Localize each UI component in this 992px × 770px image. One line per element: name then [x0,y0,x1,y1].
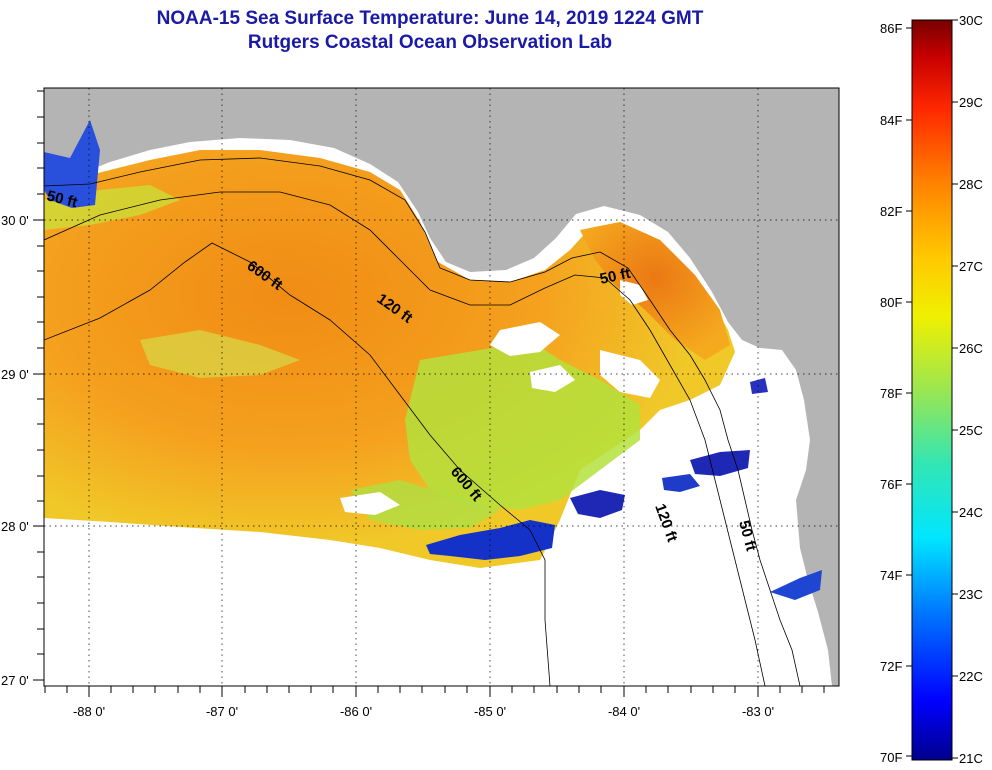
colorbar-c-label: 26C [959,341,983,356]
lon-label: -84 0' [608,704,640,719]
colorbar-f-label: 76F [880,477,902,492]
colorbar-f-label: 78F [880,386,902,401]
colorbar-f-label: 80F [880,295,902,310]
colorbar-c-label: 30C [959,13,983,28]
lon-label: -83 0' [742,704,774,719]
colorbar-ticks-c [952,19,958,759]
colorbar-ticks-f [906,27,912,757]
sst-cool-band [350,480,500,530]
cloud-gap [620,280,648,305]
lat-label: 28 0' [1,519,29,534]
colorbar-c-label: 22C [959,669,983,684]
cloud-gap [490,322,560,356]
lon-label: -86 0' [340,704,372,719]
sst-cold-patch [690,450,750,476]
colorbar-c-label: 21C [959,751,983,766]
contour-label: 50 ft [45,187,79,211]
contour-50ft-east [599,251,801,686]
sst-cold-patch [44,120,100,208]
graticule [44,88,839,686]
lat-label: 29 0' [1,367,29,382]
cloud-gap [530,365,575,392]
sst-cold-patch [662,474,700,492]
colorbar-c-label: 29C [959,95,983,110]
lat-label: 27 0' [1,673,29,688]
lat-label: 30 0' [1,213,29,228]
map-subtitle: Rutgers Coastal Ocean Observation Lab [247,32,613,53]
sst-cool-band [405,340,640,510]
colorbar-c-label: 25C [959,423,983,438]
sst-cold-patch [770,570,822,600]
cloud-gap [600,350,660,398]
contour-120ft [44,191,766,686]
axis-ticks [33,90,825,697]
contour-50ft-west [44,157,601,283]
sst-cool-band [140,330,300,378]
sst-cold-patch [750,378,768,394]
colorbar-f-label: 84F [880,113,902,128]
lon-label: -87 0' [206,704,238,719]
colorbar-f-label: 74F [880,568,902,583]
contour-600ft [44,242,551,686]
colorbar-c-label: 28C [959,177,983,192]
sst-cold-patch [426,520,555,560]
contour-label: 50 ft [598,265,632,288]
colorbar-f-label: 82F [880,204,902,219]
colorbar-c-label: 27C [959,259,983,274]
cloud-gap [340,492,400,515]
colorbar-f-label: 86F [880,21,902,36]
colorbar-f-label: 70F [880,750,902,765]
colorbar-c-label: 24C [959,505,983,520]
lon-label: -88 0' [73,704,105,719]
land-area [44,88,839,686]
colorbar [911,19,953,761]
map-title: NOAA-15 Sea Surface Temperature: June 14… [156,8,704,29]
sst-cold-patch [570,490,625,518]
colorbar-c-label: 23C [959,587,983,602]
map-frame [43,87,840,687]
colorbar-f-label: 72F [880,659,902,674]
lon-label: -85 0' [474,704,506,719]
sst-warm-patch [580,222,730,360]
